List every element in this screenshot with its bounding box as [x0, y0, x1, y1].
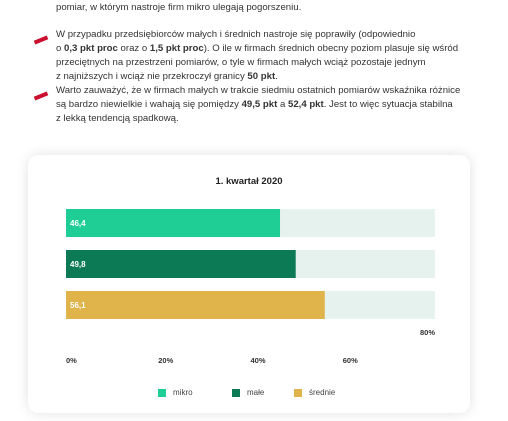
bar-value-label: 46,4 — [70, 219, 86, 228]
bar-chart: 46,4 49,8 56,1 80% 0% 20% 40% 60% — [66, 209, 435, 365]
text: . — [275, 71, 278, 82]
legend-item: małe — [232, 388, 264, 397]
bullet-marker — [33, 35, 49, 45]
highlight: 52,4 pkt — [287, 99, 324, 110]
x-tick-label: 0% — [66, 356, 77, 365]
text: z najniższych i wciąż nie przekroczył gr… — [56, 71, 248, 82]
text: Warto zauważyć, że w firmach małych w tr… — [56, 85, 461, 96]
paragraph-intro-tail: pomiar, w którym nastroje firm mikro ule… — [56, 1, 490, 15]
paragraph-line: z lekką tendencją spadkową. — [56, 112, 490, 126]
legend-item: średnie — [294, 388, 335, 397]
text: oraz o — [117, 43, 150, 54]
paragraph-line: o 0,3 pkt proc oraz o 1,5 pkt proc). O i… — [56, 42, 490, 56]
paragraph-small-medium: W przypadku przedsiębiorców małych i śre… — [56, 28, 490, 84]
legend-item: mikro — [158, 388, 193, 397]
highlight: 50 pkt — [247, 71, 276, 82]
highlight: 0,3 pkt proc — [64, 43, 118, 54]
chart-card: 1. kwartał 2020 46,4 49,8 56,1 80% 0% 20% 40% 6… — [28, 155, 470, 413]
highlight: 1,5 pkt proc — [149, 43, 204, 54]
highlight: 49,5 pkt — [241, 99, 278, 110]
legend-swatch — [232, 388, 240, 397]
paragraph-line: są bardzo niewielkie i wahają się pomięd… — [56, 98, 490, 112]
paragraph-text: pomiar, w którym nastroje firm mikro ule… — [56, 2, 302, 13]
axis-max-label: 80% — [420, 328, 435, 337]
text: a — [277, 99, 288, 110]
paragraph-line: W przypadku przedsiębiorców małych i śre… — [56, 28, 490, 42]
x-tick-label: 60% — [343, 356, 358, 365]
text: z lekką tendencją spadkową. — [56, 113, 179, 124]
text: przeciętnych na przestrzeni pomiarów, o … — [56, 57, 426, 68]
x-tick-label: 40% — [251, 356, 266, 365]
bar-1 — [66, 250, 296, 278]
text: ). O ile w firmach średnich obecny pozio… — [203, 43, 459, 54]
paragraph-small-stability: Warto zauważyć, że w firmach małych w tr… — [56, 84, 490, 126]
text: W przypadku przedsiębiorców małych i śre… — [56, 29, 416, 40]
legend-swatch — [294, 388, 302, 397]
chart-title: 1. kwartał 2020 — [215, 176, 283, 187]
paragraph-line: przeciętnych na przestrzeni pomiarów, o … — [56, 56, 490, 70]
paragraph-line: z najniższych i wciąż nie przekroczył gr… — [56, 70, 490, 84]
legend-label: małe — [247, 388, 265, 397]
x-tick-label: 20% — [158, 356, 173, 365]
bullet-marker — [33, 91, 49, 101]
paragraph-line: Warto zauważyć, że w firmach małych w tr… — [56, 84, 490, 98]
legend-swatch — [158, 388, 166, 397]
bar-0 — [66, 209, 281, 237]
text: . Jest to więc sytuacja stabilna — [323, 99, 453, 110]
bar-value-label: 49,8 — [70, 260, 86, 269]
legend-label: mikro — [173, 388, 193, 397]
legend-label: średnie — [309, 388, 336, 397]
bar-2 — [66, 291, 325, 319]
bar-value-label: 56,1 — [70, 301, 86, 310]
text: są bardzo niewielkie i wahają się pomięd… — [56, 99, 242, 110]
text: o — [56, 43, 65, 54]
